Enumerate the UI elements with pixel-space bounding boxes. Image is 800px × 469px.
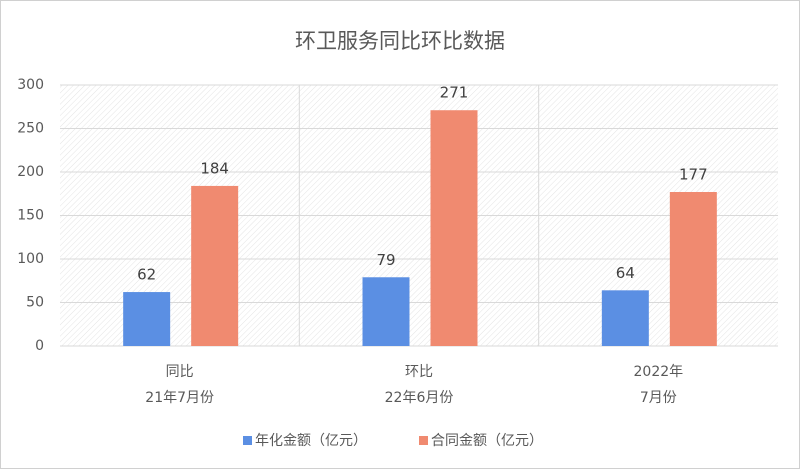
x-tick-label: 7月份 [640, 390, 677, 406]
x-tick-label: 21年7月份 [145, 390, 214, 406]
x-tick-label: 同比 [166, 364, 194, 380]
bar [601, 290, 649, 346]
legend-label: 年化金额（亿元） [255, 433, 367, 449]
legend-swatch [243, 436, 252, 445]
y-tick-label: 300 [17, 77, 44, 93]
legend-label: 合同金额（亿元） [431, 433, 543, 449]
value-label: 79 [376, 251, 395, 269]
y-tick-label: 50 [26, 295, 44, 311]
bar [362, 277, 410, 346]
value-label: 62 [137, 266, 156, 284]
bar [430, 110, 478, 346]
value-label: 184 [200, 159, 229, 177]
y-tick-label: 0 [35, 338, 44, 354]
value-label: 64 [616, 264, 635, 282]
bar [191, 185, 239, 346]
chart-title: 环卫服务同比环比数据 [295, 29, 505, 53]
bar [123, 292, 171, 346]
value-label: 271 [440, 84, 469, 102]
x-tick-label: 22年6月份 [385, 390, 454, 406]
value-label: 177 [679, 166, 708, 184]
y-tick-label: 150 [17, 208, 44, 224]
y-tick-label: 250 [17, 121, 44, 137]
bar [669, 192, 717, 346]
y-tick-label: 200 [17, 164, 44, 180]
legend-swatch [419, 436, 428, 445]
x-tick-label: 2022年 [634, 364, 684, 380]
y-tick-label: 100 [17, 251, 44, 267]
x-tick-label: 环比 [405, 364, 433, 380]
